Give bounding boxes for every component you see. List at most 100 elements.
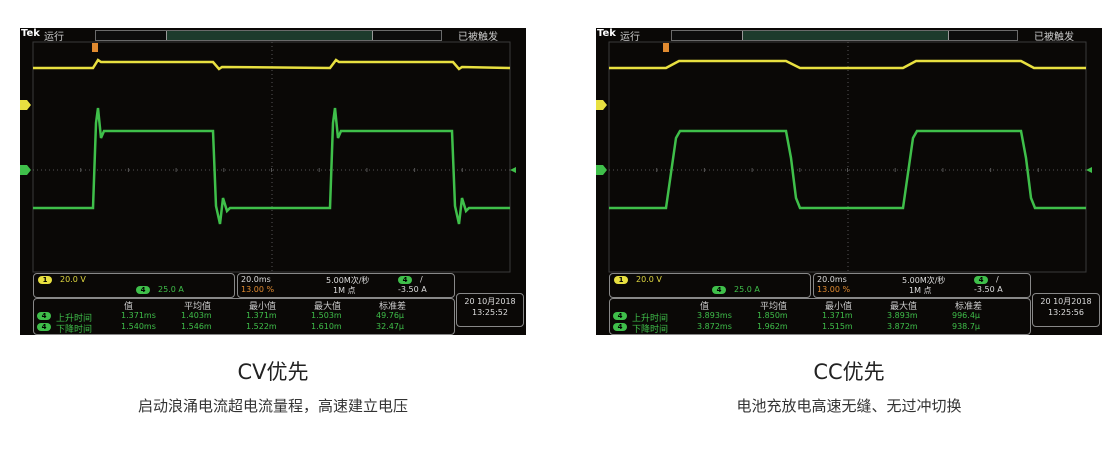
meas-value: 1.610m — [311, 322, 342, 331]
caption-subtitle-cv: 启动浪涌电流超电流量程，高速建立电压 — [137, 397, 408, 415]
datetime: 20 10月2018 13:25:52 — [456, 293, 524, 327]
ch4-scale: 25.0 A — [734, 285, 760, 294]
graticule-border — [32, 41, 511, 273]
oscilloscope-cc: Tek 运行 已被触发 1 20.0 V 4 25.0 A 20.0ms 13.… — [596, 28, 1102, 335]
meas-value: 3.872ms — [697, 322, 732, 331]
date: 20 10月2018 — [464, 297, 516, 306]
channel-settings: 1 20.0 V 4 25.0 A — [609, 273, 811, 298]
ch4-ground-marker — [596, 165, 607, 175]
ch1-badge[interactable]: 1 — [614, 276, 628, 284]
meas-header: 值 — [700, 302, 710, 312]
trigger-source-badge[interactable]: 4 — [398, 276, 412, 284]
trigger-level-marker — [1086, 167, 1092, 173]
meas-source-badge[interactable]: 4 — [613, 312, 627, 320]
measurements-table: 值 平均值 最小值 最大值 标准差 4 上升时间 3.893ms 1.850m 1.371m 3.8… — [609, 298, 1031, 335]
meas-header: 值 — [124, 302, 134, 312]
measurements-table: 值 平均值 最小值 最大值 标准差 4 上升时间 1.371ms 1.403m 1.371m 1.5… — [33, 298, 455, 335]
trigger-position-marker — [663, 43, 669, 52]
date: 20 10月2018 — [1040, 297, 1092, 306]
meas-header: 平均值 — [760, 302, 788, 312]
horizontal-trigger-settings: 20.0ms 13.00 % 5.00M次/秒 1M 点 4 / -3.50 A — [237, 273, 455, 298]
meas-value: 3.872m — [887, 322, 918, 331]
meas-header: 标准差 — [955, 302, 983, 312]
record-overview — [95, 30, 442, 41]
status-bar: Tek 运行 已被触发 — [20, 28, 526, 43]
meas-label: 下降时间 — [632, 325, 669, 335]
run-status: 运行 — [620, 32, 640, 43]
meas-header: 最大值 — [314, 302, 342, 312]
trigger-status: 已被触发 — [1034, 32, 1074, 43]
ch4-current-trace — [609, 129, 1086, 210]
time: 13:25:56 — [1048, 308, 1084, 317]
ch1-scale: 20.0 V — [60, 275, 86, 284]
sample-rate: 5.00M次/秒 — [902, 276, 946, 285]
caption-title-cc: CC优先 — [813, 360, 885, 384]
brand-logo: Tek — [21, 28, 40, 39]
ch4-badge[interactable]: 4 — [712, 286, 726, 294]
ch1-scale: 20.0 V — [636, 275, 662, 284]
meas-value: 1.403m — [181, 311, 212, 320]
ch4-current-trace — [33, 107, 510, 225]
meas-header: 最小值 — [249, 302, 277, 312]
meas-header: 最小值 — [825, 302, 853, 312]
ch1-voltage-trace — [609, 59, 1086, 70]
horizontal-trigger-settings: 20.0ms 13.00 % 5.00M次/秒 1M 点 4 / -3.50 A — [813, 273, 1031, 298]
trigger-level: -3.50 A — [398, 285, 427, 294]
ch1-badge[interactable]: 1 — [38, 276, 52, 284]
meas-source-badge[interactable]: 4 — [37, 312, 51, 320]
ch4-ground-marker — [20, 165, 31, 175]
trigger-position-marker — [92, 43, 98, 52]
ch1-ground-marker — [20, 100, 31, 110]
meas-value: 1.371m — [822, 311, 853, 320]
trigger-status: 已被触发 — [458, 32, 498, 43]
meas-source-badge[interactable]: 4 — [37, 323, 51, 331]
meas-value: 1.522m — [246, 322, 277, 331]
meas-value: 1.962m — [757, 322, 788, 331]
ch4-scale: 25.0 A — [158, 285, 184, 294]
ch4-badge[interactable]: 4 — [136, 286, 150, 294]
record-overview — [671, 30, 1018, 41]
trigger-slope: / — [420, 275, 423, 284]
meas-value: 1.371m — [246, 311, 277, 320]
trigger-level-marker — [510, 167, 516, 173]
meas-value: 938.7μ — [952, 322, 980, 331]
meas-value: 1.515m — [822, 322, 853, 331]
record-length: 1M 点 — [909, 286, 932, 295]
record-length: 1M 点 — [333, 286, 356, 295]
meas-value: 3.893ms — [697, 311, 732, 320]
trigger-position: 13.00 % — [817, 285, 851, 294]
timebase: 20.0ms — [817, 275, 847, 284]
meas-value: 32.47μ — [376, 322, 404, 331]
waveform-display — [596, 41, 1092, 273]
meas-label: 上升时间 — [632, 314, 669, 324]
meas-header: 标准差 — [379, 302, 407, 312]
oscilloscope-cv: Tek 运行 已被触发 1 20.0 V 4 25.0 A 20.0ms 13.… — [20, 28, 526, 335]
meas-value: 1.546m — [181, 322, 212, 331]
meas-source-badge[interactable]: 4 — [613, 323, 627, 331]
status-bar: Tek 运行 已被触发 — [596, 28, 1102, 43]
datetime: 20 10月2018 13:25:56 — [1032, 293, 1100, 327]
channel-settings: 1 20.0 V 4 25.0 A — [33, 273, 235, 298]
trigger-source-badge[interactable]: 4 — [974, 276, 988, 284]
trigger-level: -3.50 A — [974, 285, 1003, 294]
meas-value: 3.893m — [887, 311, 918, 320]
meas-value: 1.850m — [757, 311, 788, 320]
ch1-voltage-trace — [33, 58, 511, 71]
sample-rate: 5.00M次/秒 — [326, 276, 370, 285]
meas-label: 下降时间 — [56, 325, 93, 335]
ch1-ground-marker — [596, 100, 607, 110]
caption-subtitle-cc: 电池充放电高速无缝、无过冲切换 — [736, 397, 962, 415]
waveform-display — [20, 41, 516, 273]
graticule-border — [608, 41, 1087, 273]
brand-logo: Tek — [597, 28, 616, 39]
time: 13:25:52 — [472, 308, 508, 317]
run-status: 运行 — [44, 32, 64, 43]
trigger-slope: / — [996, 275, 999, 284]
meas-header: 最大值 — [890, 302, 918, 312]
meas-value: 49.76μ — [376, 311, 404, 320]
caption-title-cv: CV优先 — [237, 360, 309, 384]
meas-header: 平均值 — [184, 302, 212, 312]
meas-value: 1.540ms — [121, 322, 156, 331]
meas-value: 1.503m — [311, 311, 342, 320]
meas-value: 1.371ms — [121, 311, 156, 320]
